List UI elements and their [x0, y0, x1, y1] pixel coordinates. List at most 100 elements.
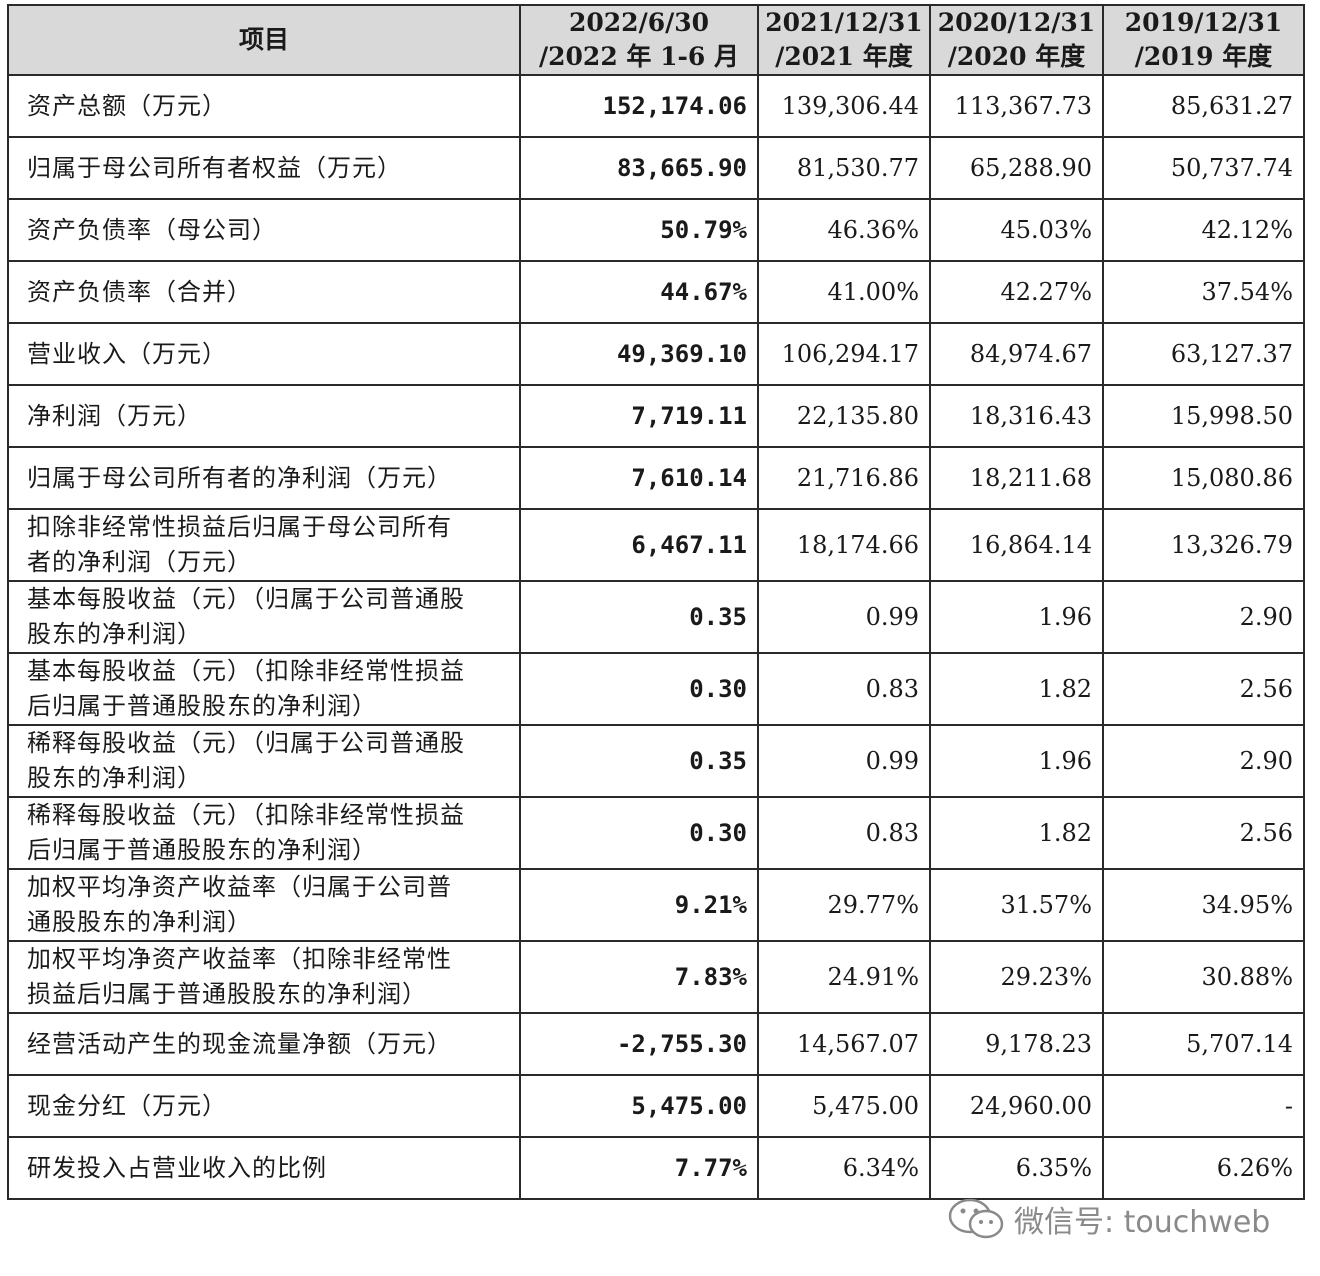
row-label-line: 稀释每股收益（元）（归属于公司普通股 — [27, 729, 465, 757]
cell-2021: 29.77% — [757, 868, 931, 942]
cell-2020: 113,367.73 — [929, 74, 1104, 138]
row-label: 归属于母公司所有者的净利润（万元） — [7, 446, 521, 510]
table-row: 资产负债率（母公司） 50.79% 46.36% 45.03% 42.12% — [7, 198, 1305, 262]
cell-2019: 63,127.37 — [1102, 322, 1305, 386]
row-label-line: 损益后归属于普通股股东的净利润） — [27, 980, 427, 1008]
table-row: 归属于母公司所有者权益（万元） 83,665.90 81,530.77 65,288.… — [7, 136, 1305, 200]
cell-2021: 46.36% — [757, 198, 931, 262]
row-label-line: 归属于母公司所有者的净利润（万元） — [27, 463, 452, 492]
table-row: 研发投入占营业收入的比例 7.77% 6.34% 6.35% 6.26% — [7, 1136, 1305, 1200]
cell-2020: 1.96 — [929, 580, 1104, 654]
row-label-line: 基本每股收益（元）（扣除非经常性损益 — [27, 657, 465, 685]
row-label-line: 后归属于普通股股东的净利润） — [27, 836, 377, 864]
header-item: 项目 — [7, 4, 521, 76]
cell-2019: 6.26% — [1102, 1136, 1305, 1200]
table-row: 加权平均净资产收益率（归属于公司普 通股股东的净利润） 9.21% 29.77% 31.… — [7, 868, 1305, 942]
cell-2021: 81,530.77 — [757, 136, 931, 200]
cell-2022h1: 7,610.14 — [519, 446, 759, 510]
row-label: 加权平均净资产收益率（扣除非经常性 损益后归属于普通股股东的净利润） — [7, 940, 521, 1014]
table-row: 净利润（万元） 7,719.11 22,135.80 18,316.43 15,998.… — [7, 384, 1305, 448]
row-label-line: 后归属于普通股股东的净利润） — [27, 692, 377, 720]
cell-2019: 2.90 — [1102, 724, 1305, 798]
cell-2019: 37.54% — [1102, 260, 1305, 324]
cell-2020: 1.82 — [929, 796, 1104, 870]
cell-2020: 84,974.67 — [929, 322, 1104, 386]
table-row: 营业收入（万元） 49,369.10 106,294.17 84,974.67 63,1… — [7, 322, 1305, 386]
row-label: 归属于母公司所有者权益（万元） — [7, 136, 521, 200]
row-label-line: 现金分红（万元） — [27, 1091, 227, 1120]
table-row: 基本每股收益（元）（扣除非经常性损益 后归属于普通股股东的净利润） 0.30 0.83… — [7, 652, 1305, 726]
row-label-line: 通股股东的净利润） — [27, 908, 252, 936]
cell-2022h1: 7.77% — [519, 1136, 759, 1200]
cell-2020: 31.57% — [929, 868, 1104, 942]
cell-2022h1: 7,719.11 — [519, 384, 759, 448]
cell-2022h1: 6,467.11 — [519, 508, 759, 582]
cell-2021: 5,475.00 — [757, 1074, 931, 1138]
row-label-line: 者的净利润（万元） — [27, 548, 252, 576]
row-label: 经营活动产生的现金流量净额（万元） — [7, 1012, 521, 1076]
row-label: 现金分红（万元） — [7, 1074, 521, 1138]
row-label-line: 资产负债率（合并） — [27, 277, 252, 306]
row-label-line: 净利润（万元） — [27, 401, 202, 430]
table-row: 加权平均净资产收益率（扣除非经常性 损益后归属于普通股股东的净利润） 7.83% 24… — [7, 940, 1305, 1014]
row-label: 资产总额（万元） — [7, 74, 521, 138]
header-2021: 2021/12/31/2021 年度 — [757, 4, 931, 76]
cell-2022h1: 0.35 — [519, 580, 759, 654]
row-label-line: 加权平均净资产收益率（归属于公司普 — [27, 873, 452, 901]
row-label-line: 资产负债率（母公司） — [27, 215, 277, 244]
header-2019: 2019/12/31/2019 年度 — [1102, 4, 1305, 76]
table-row: 基本每股收益（元）（归属于公司普通股 股东的净利润） 0.35 0.99 1.96 2.9… — [7, 580, 1305, 654]
cell-2020: 9,178.23 — [929, 1012, 1104, 1076]
cell-2020: 24,960.00 — [929, 1074, 1104, 1138]
cell-2019: - — [1102, 1074, 1305, 1138]
cell-2019: 85,631.27 — [1102, 74, 1305, 138]
watermark: 微信号: touchweb — [948, 1196, 1270, 1242]
cell-2021: 0.99 — [757, 724, 931, 798]
cell-2022h1: 44.67% — [519, 260, 759, 324]
row-label-line: 基本每股收益（元）（归属于公司普通股 — [27, 585, 465, 613]
table-row: 资产负债率（合并） 44.67% 41.00% 42.27% 37.54% — [7, 260, 1305, 324]
table-row: 资产总额（万元） 152,174.06 139,306.44 113,367.73 85… — [7, 74, 1305, 138]
row-label-line: 归属于母公司所有者权益（万元） — [27, 153, 402, 182]
cell-2021: 21,716.86 — [757, 446, 931, 510]
cell-2019: 15,998.50 — [1102, 384, 1305, 448]
row-label-line: 营业收入（万元） — [27, 339, 227, 368]
cell-2020: 18,211.68 — [929, 446, 1104, 510]
cell-2022h1: 5,475.00 — [519, 1074, 759, 1138]
row-label-line: 经营活动产生的现金流量净额（万元） — [27, 1029, 452, 1058]
header-row: 项目 2022/6/30/2022 年 1-6 月 2021/12/31/202… — [7, 4, 1305, 76]
row-label-line: 扣除非经常性损益后归属于母公司所有 — [27, 513, 452, 541]
cell-2020: 16,864.14 — [929, 508, 1104, 582]
cell-2021: 106,294.17 — [757, 322, 931, 386]
row-label: 资产负债率（合并） — [7, 260, 521, 324]
cell-2020: 42.27% — [929, 260, 1104, 324]
row-label: 资产负债率（母公司） — [7, 198, 521, 262]
cell-2021: 18,174.66 — [757, 508, 931, 582]
cell-2019: 2.90 — [1102, 580, 1305, 654]
cell-2019: 13,326.79 — [1102, 508, 1305, 582]
cell-2022h1: 0.35 — [519, 724, 759, 798]
row-label: 基本每股收益（元）（扣除非经常性损益 后归属于普通股股东的净利润） — [7, 652, 521, 726]
cell-2020: 1.82 — [929, 652, 1104, 726]
cell-2022h1: 152,174.06 — [519, 74, 759, 138]
row-label: 扣除非经常性损益后归属于母公司所有 者的净利润（万元） — [7, 508, 521, 582]
cell-2022h1: 83,665.90 — [519, 136, 759, 200]
cell-2019: 5,707.14 — [1102, 1012, 1305, 1076]
cell-2020: 6.35% — [929, 1136, 1104, 1200]
cell-2021: 14,567.07 — [757, 1012, 931, 1076]
cell-2021: 6.34% — [757, 1136, 931, 1200]
cell-2019: 2.56 — [1102, 652, 1305, 726]
cell-2021: 0.99 — [757, 580, 931, 654]
wechat-icon — [948, 1196, 1006, 1242]
cell-2020: 29.23% — [929, 940, 1104, 1014]
table-row: 现金分红（万元） 5,475.00 5,475.00 24,960.00- — [7, 1074, 1305, 1138]
row-label-line: 股东的净利润） — [27, 620, 202, 648]
cell-2021: 24.91% — [757, 940, 931, 1014]
row-label-line: 研发投入占营业收入的比例 — [27, 1153, 327, 1182]
cell-2021: 0.83 — [757, 652, 931, 726]
cell-2019: 42.12% — [1102, 198, 1305, 262]
cell-2019: 30.88% — [1102, 940, 1305, 1014]
row-label-line: 股东的净利润） — [27, 764, 202, 792]
row-label: 加权平均净资产收益率（归属于公司普 通股股东的净利润） — [7, 868, 521, 942]
row-label: 净利润（万元） — [7, 384, 521, 448]
